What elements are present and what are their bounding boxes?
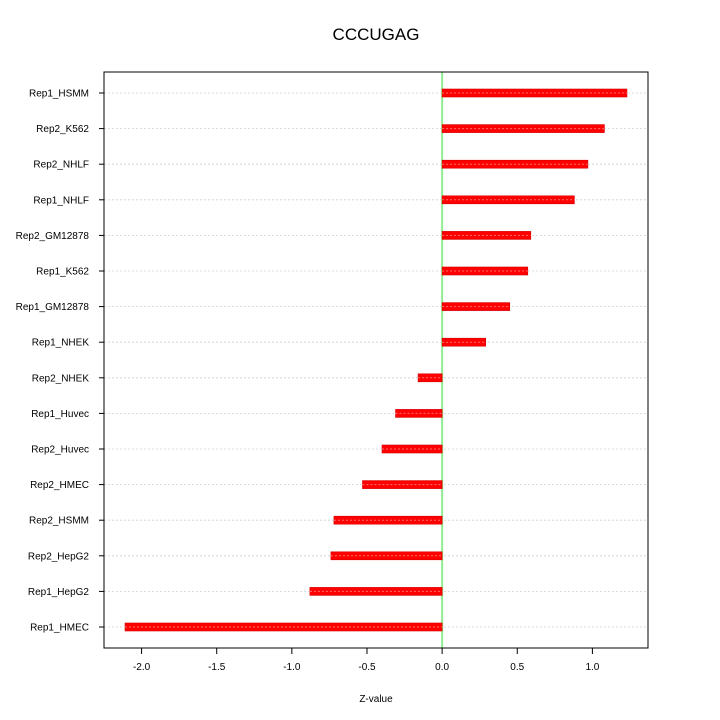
y-tick-label: Rep2_GM12878 (16, 231, 90, 242)
plot-frame (103, 71, 649, 649)
x-tick-label: 1.0 (585, 662, 599, 673)
bar (395, 409, 443, 418)
y-tick-label: Rep1_NHEK (32, 338, 90, 349)
x-tick-label: -1.0 (283, 662, 301, 673)
y-tick-label: Rep1_HSMM (29, 89, 89, 100)
y-tick-label: Rep2_NHLF (33, 160, 89, 171)
y-tick-label: Rep1_NHLF (33, 195, 89, 206)
x-tick-label: -0.5 (358, 662, 376, 673)
bars (124, 88, 628, 632)
y-tick-label: Rep1_HMEC (30, 623, 89, 634)
y-tick-label: Rep1_GM12878 (16, 302, 90, 313)
chart-title: CCCUGAG (333, 25, 420, 44)
y-tick-label: Rep1_HepG2 (28, 587, 90, 598)
y-tick-label: Rep1_Huvec (31, 409, 89, 420)
x-tick-label: -2.0 (133, 662, 151, 673)
y-tick-label: Rep1_K562 (36, 267, 89, 278)
x-tick-label: 0.5 (510, 662, 524, 673)
gridlines (104, 92, 648, 628)
y-tick-labels: Rep1_HSMM Rep2_K562 Rep2_NHLF Rep1_NHLF Rep2… (16, 89, 104, 634)
y-tick-label: Rep2_Huvec (31, 445, 89, 456)
y-tick-label: Rep2_HMEC (30, 480, 89, 491)
x-tick-label: 0.0 (435, 662, 449, 673)
x-axis-label: Z-value (359, 694, 393, 705)
y-tick-label: Rep2_NHEK (32, 373, 90, 384)
bar (362, 480, 443, 489)
y-tick-label: Rep2_HepG2 (28, 551, 90, 562)
x-tick-label: -1.5 (208, 662, 226, 673)
y-tick-label: Rep2_K562 (36, 124, 89, 135)
y-tick-label: Rep2_HSMM (29, 516, 89, 527)
x-axis: -2.0 -1.5 -1.0 -0.5 0.0 0.5 1.0 (133, 647, 600, 673)
